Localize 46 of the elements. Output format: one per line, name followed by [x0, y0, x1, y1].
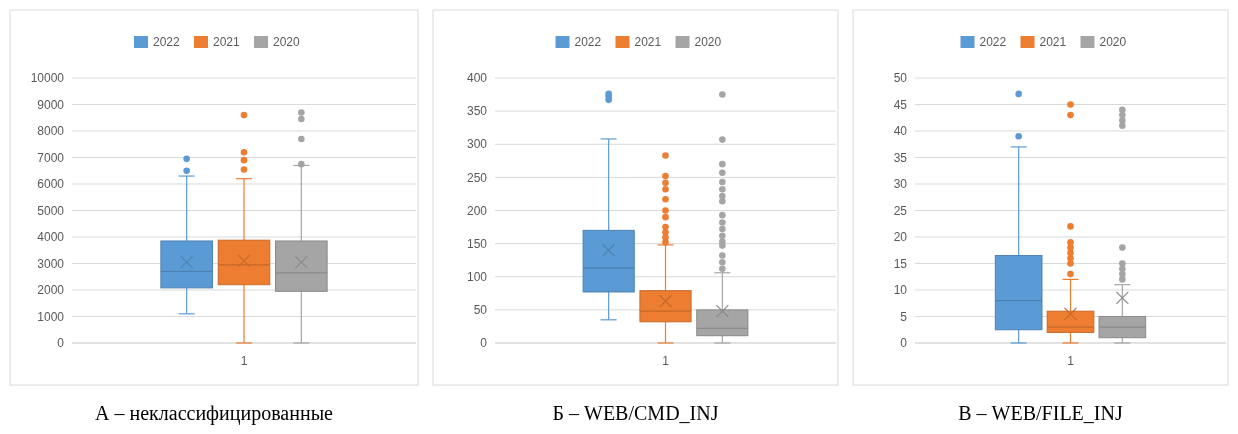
legend-label: 2021 — [213, 35, 241, 50]
text: А – неклассифицированные — [95, 402, 334, 425]
y-tick-label: 0 — [57, 336, 65, 351]
x-tick-label: 1 — [1067, 354, 1075, 368]
y-tick-label: 1000 — [37, 309, 65, 324]
y-tick-label: 25 — [893, 203, 908, 218]
y-tick-label: 250 — [466, 170, 488, 185]
y-tick-label: 5000 — [37, 203, 65, 218]
y-tick-label: 10 — [893, 283, 908, 298]
y-tick-label: 15 — [893, 256, 908, 271]
legend-label: 2022 — [574, 35, 602, 50]
y-tick-label: 150 — [466, 236, 488, 251]
y-tick-label: 350 — [466, 104, 488, 119]
y-tick-label: 5 — [900, 309, 908, 324]
legend-label: 2021 — [1039, 35, 1067, 50]
legend-label: 2020 — [694, 35, 722, 50]
y-tick-label: 7000 — [37, 150, 65, 165]
y-tick-label: 8000 — [37, 124, 65, 139]
text: В – WEB/FILE_INJ — [958, 402, 1123, 424]
y-tick-label: 0 — [900, 336, 908, 351]
y-tick-label: 2000 — [37, 283, 65, 298]
y-tick-label: 100 — [466, 269, 488, 284]
y-tick-label: 45 — [893, 97, 908, 112]
y-tick-label: 10000 — [30, 71, 65, 86]
y-tick-label: 200 — [466, 203, 488, 218]
y-tick-label: 4000 — [37, 230, 65, 245]
y-tick-label: 50 — [893, 71, 908, 86]
y-tick-label: 9000 — [37, 97, 65, 112]
y-tick-label: 20 — [893, 230, 908, 245]
y-tick-label: 300 — [466, 137, 488, 152]
y-tick-label: 400 — [466, 71, 488, 86]
legend-label: 2022 — [979, 35, 1007, 50]
y-tick-label: 0 — [480, 336, 488, 351]
x-tick-label: 1 — [662, 354, 670, 368]
x-tick-label: 1 — [240, 354, 248, 368]
y-tick-label: 50 — [473, 303, 488, 318]
text: Б – WEB/CMD_INJ — [552, 402, 719, 424]
y-tick-label: 30 — [893, 177, 908, 192]
y-tick-label: 35 — [893, 150, 908, 165]
legend-label: 2021 — [634, 35, 662, 50]
legend-label: 2020 — [273, 35, 301, 50]
y-tick-label: 40 — [893, 124, 908, 139]
legend-label: 2020 — [1099, 35, 1127, 50]
y-tick-label: 6000 — [37, 177, 65, 192]
legend-label: 2022 — [153, 35, 181, 50]
y-tick-label: 3000 — [37, 256, 65, 271]
